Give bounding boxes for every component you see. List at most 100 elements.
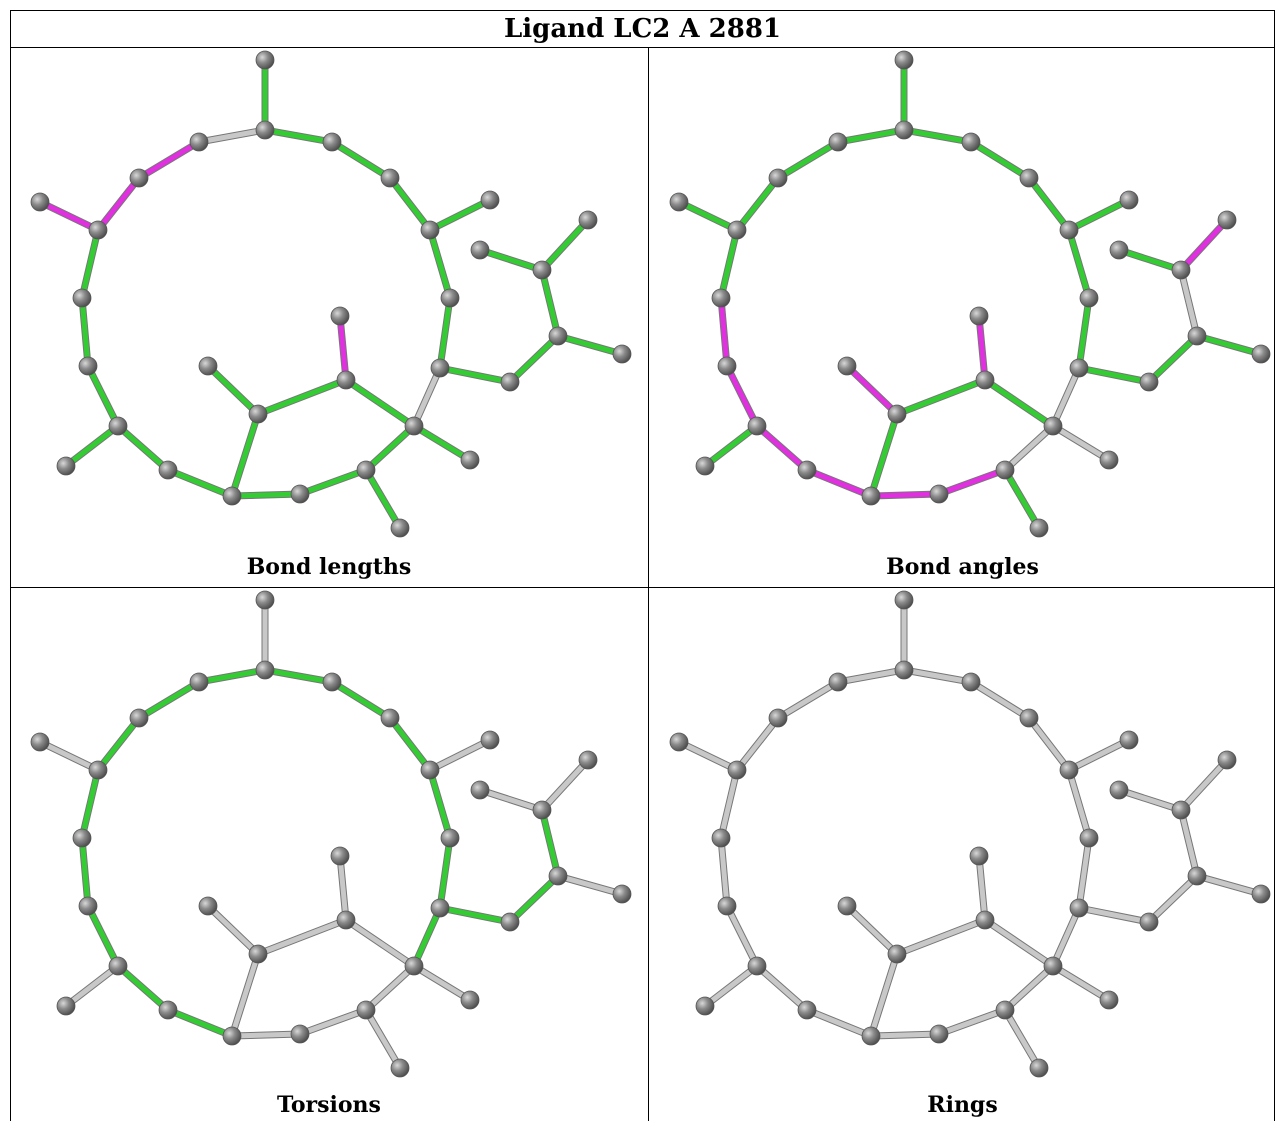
atom xyxy=(995,1000,1015,1020)
bond xyxy=(115,423,171,473)
bond xyxy=(196,127,268,145)
bond xyxy=(676,739,740,773)
atom xyxy=(189,132,209,152)
atom xyxy=(768,168,788,188)
bond xyxy=(1194,873,1264,897)
bond xyxy=(702,423,760,469)
bond xyxy=(1178,267,1200,339)
bond xyxy=(229,1031,303,1039)
atom xyxy=(198,356,218,376)
bond xyxy=(437,835,453,911)
divider-title xyxy=(10,47,1275,48)
bond xyxy=(427,767,453,841)
atom xyxy=(894,50,914,70)
atom xyxy=(1251,344,1271,364)
bond xyxy=(835,667,907,685)
atom xyxy=(1079,288,1099,308)
atom xyxy=(669,732,689,752)
atom xyxy=(828,672,848,692)
atom xyxy=(532,260,552,280)
atom xyxy=(929,484,949,504)
atom xyxy=(894,660,914,680)
atom xyxy=(480,190,500,210)
atom xyxy=(420,760,440,780)
bond xyxy=(702,963,760,1009)
atom xyxy=(255,50,275,70)
bond xyxy=(329,679,393,721)
bond xyxy=(1002,963,1056,1013)
bond xyxy=(1076,365,1152,385)
atom xyxy=(1187,866,1207,886)
atom xyxy=(1139,912,1159,932)
molecule-rings xyxy=(669,590,1271,1078)
bond xyxy=(507,333,561,385)
bond xyxy=(539,267,561,339)
atom xyxy=(420,220,440,240)
atom xyxy=(969,306,989,326)
bond xyxy=(1076,295,1092,371)
atom xyxy=(460,450,480,470)
bond xyxy=(165,1007,235,1039)
bond xyxy=(936,1007,1008,1037)
atom xyxy=(1109,240,1129,260)
bond xyxy=(936,467,1008,497)
bond xyxy=(507,873,561,925)
atom xyxy=(380,168,400,188)
atom xyxy=(894,590,914,610)
atom xyxy=(1171,260,1191,280)
bond xyxy=(363,467,403,531)
atom xyxy=(198,896,218,916)
bond xyxy=(734,715,781,773)
atom xyxy=(837,356,857,376)
atom xyxy=(78,356,98,376)
divider-vertical xyxy=(648,47,649,1121)
bond xyxy=(411,365,443,429)
atom xyxy=(837,896,857,916)
molecule-bond-lengths xyxy=(30,50,632,538)
bond xyxy=(427,227,453,301)
bond xyxy=(1116,787,1184,813)
bond xyxy=(136,679,202,721)
atom xyxy=(1099,990,1119,1010)
atom xyxy=(1019,708,1039,728)
atom xyxy=(961,132,981,152)
caption-bond-lengths: Bond lengths xyxy=(246,554,412,580)
atom xyxy=(887,404,907,424)
molecule-bond-angles xyxy=(669,50,1271,538)
bond xyxy=(1066,737,1132,773)
atom xyxy=(390,1058,410,1078)
atom xyxy=(322,132,342,152)
atom xyxy=(158,460,178,480)
atom xyxy=(861,1026,881,1046)
bond xyxy=(1002,423,1056,473)
bond xyxy=(63,963,121,1009)
bond xyxy=(343,377,417,429)
atom xyxy=(430,358,450,378)
bond xyxy=(337,313,349,383)
atom xyxy=(695,456,715,476)
atom xyxy=(290,484,310,504)
bond xyxy=(411,963,473,1003)
bond xyxy=(437,905,513,925)
atom xyxy=(470,240,490,260)
atom xyxy=(532,800,552,820)
bond xyxy=(1178,757,1230,813)
atom xyxy=(548,326,568,346)
bond xyxy=(136,139,202,181)
atom xyxy=(711,828,731,848)
atom xyxy=(578,750,598,770)
bond xyxy=(205,363,261,417)
atom xyxy=(129,168,149,188)
atom xyxy=(747,416,767,436)
bond xyxy=(1076,835,1092,911)
bond xyxy=(1146,333,1200,385)
atom xyxy=(56,456,76,476)
atom xyxy=(828,132,848,152)
atom xyxy=(1029,518,1049,538)
bond xyxy=(868,951,900,1039)
atom xyxy=(255,660,275,680)
atom xyxy=(711,288,731,308)
bond xyxy=(262,667,335,685)
bond xyxy=(676,199,740,233)
atom xyxy=(222,1026,242,1046)
